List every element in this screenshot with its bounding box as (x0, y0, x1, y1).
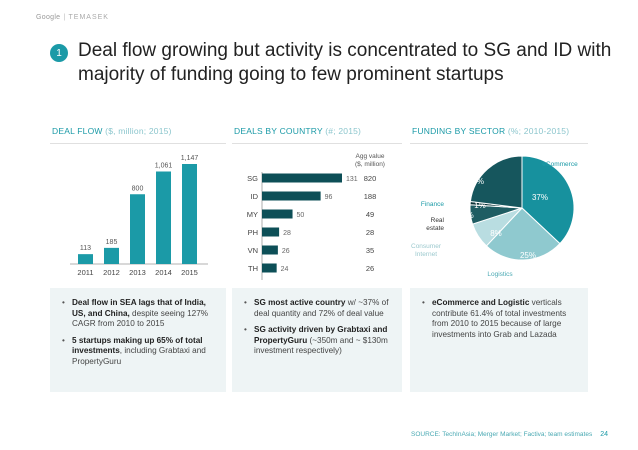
slice-category-label: Internet (415, 251, 437, 258)
slice-value-label: 8% (490, 229, 502, 238)
bar-ID (262, 191, 321, 201)
x-tick-label: 2014 (155, 268, 172, 277)
agg-value: 28 (366, 228, 374, 237)
agg-value: 35 (366, 246, 374, 255)
deal-flow-bullet-2: 5 startups making up 65% of total invest… (62, 336, 216, 368)
deal-count-label: 24 (281, 266, 289, 273)
country-label: VN (248, 246, 258, 255)
country-label: SG (247, 174, 258, 183)
slice-value-label: 1% (474, 201, 486, 210)
bar-VN (262, 245, 278, 255)
funding-sector-notes: eCommerce and Logistic verticals contrib… (410, 288, 588, 392)
bar-value-label: 113 (80, 245, 91, 252)
bar-2015 (182, 164, 197, 264)
agg-value: 188 (364, 192, 377, 201)
footer: SOURCE: TechInAsia; Merger Market; Facti… (411, 431, 608, 438)
pie-slice-other (469, 155, 523, 209)
bar-MY (262, 209, 293, 219)
deals-country-chart: Agg value ($, million) SG 131 820 ID 96 188 MY… (247, 153, 385, 280)
x-tick-label: 2015 (181, 268, 198, 277)
bar-value-label: 800 (132, 185, 144, 192)
slice-value-label: 6% (462, 211, 474, 220)
funding-sector-unit: (%; 2010-2015) (507, 126, 570, 136)
x-tick-label: 2013 (129, 268, 146, 277)
deal-flow-notes: Deal flow in SEA lags that of India, US,… (50, 288, 226, 392)
agg-value: 49 (366, 210, 374, 219)
deal-count-label: 131 (346, 176, 358, 183)
agg-value-label: Agg value (356, 153, 385, 160)
x-tick-label: 2012 (103, 268, 120, 277)
agg-value-unit: ($, million) (355, 161, 385, 168)
deal-flow-bullet-1: Deal flow in SEA lags that of India, US,… (62, 298, 216, 330)
deal-flow-chart-panel: 113 2011 185 2012 800 2013 1,061 2014 1,147 2015 (50, 143, 226, 287)
pie-slice-logistics (485, 207, 561, 261)
deal-count-label: 28 (283, 230, 291, 237)
bar-TH (262, 263, 277, 273)
country-label: ID (251, 192, 259, 201)
funding-sector-chart-panel: 37% 25% 8% 6% 1% 23% eCommerce Logistics Consume… (410, 143, 588, 287)
slice-category-label: eCommerce (542, 161, 578, 168)
bar-2011 (78, 254, 93, 264)
bar-value-label: 185 (106, 239, 118, 246)
deal-count-label: 96 (325, 194, 333, 201)
slice-value-label: 25% (520, 251, 536, 260)
agg-value: 26 (366, 264, 374, 273)
slide-number-badge: 1 (50, 44, 68, 62)
brand-temasek: TEMASEK (68, 14, 109, 21)
funding-sector-bullet-1: eCommerce and Logistic verticals contrib… (422, 298, 578, 340)
brand-google: Google (36, 14, 61, 21)
slice-category-label: Finance (421, 201, 445, 208)
pie-slice-ecommerce (521, 155, 575, 245)
bar-2012 (104, 247, 119, 264)
slice-value-label: 37% (532, 193, 548, 202)
deals-country-unit: (#; 2015) (325, 126, 362, 136)
slice-value-label: 23% (468, 177, 484, 186)
bar-2013 (130, 194, 145, 264)
bar-PH (262, 227, 280, 237)
slice-category-label: Real (431, 217, 445, 224)
deal-flow-unit: ($, million; 2015) (105, 126, 172, 136)
deal-flow-head: DEAL FLOW (52, 126, 103, 136)
deal-count-label: 26 (282, 248, 290, 255)
x-tick-label: 2011 (77, 268, 93, 277)
agg-value: 820 (364, 174, 377, 183)
slice-category-label: Logistics (487, 271, 513, 278)
page-number: 24 (600, 431, 608, 438)
deals-country-chart-panel: Agg value ($, million) SG 131 820 ID 96 188 MY… (232, 143, 402, 287)
deal-flow-chart: 113 2011 185 2012 800 2013 1,061 2014 1,147 2015 (70, 155, 208, 277)
deals-country-header: DEALS BY COUNTRY (#; 2015) (234, 126, 361, 136)
source-note: SOURCE: TechInAsia; Merger Market; Facti… (410, 431, 593, 438)
bar-value-label: 1,061 (155, 162, 173, 169)
brand-logo: Google | TEMASEK (36, 14, 109, 21)
slice-category-label: Consumer (411, 243, 442, 250)
funding-sector-header: FUNDING BY SECTOR (%; 2010-2015) (412, 126, 569, 136)
funding-sector-chart: 37% 25% 8% 6%1% 23% eCommerce Logistics Consume… (411, 155, 578, 278)
deals-country-bullet-1: SG most active country w/ ~37% of deal q… (244, 298, 392, 319)
deals-country-head: DEALS BY COUNTRY (234, 126, 323, 136)
slide-title: Deal flow growing but activity is concen… (78, 40, 612, 85)
slice-category-label: estate (426, 225, 444, 232)
bar-SG (262, 173, 342, 183)
deal-count-label: 50 (297, 212, 305, 219)
deal-flow-header: DEAL FLOW ($, million; 2015) (52, 126, 172, 136)
deals-country-bullet-2: SG activity driven by Grabtaxi and Prope… (244, 325, 392, 357)
deals-country-notes: SG most active country w/ ~37% of deal q… (232, 288, 402, 392)
bar-2014 (156, 171, 171, 264)
bar-value-label: 1,147 (181, 155, 199, 162)
funding-sector-head: FUNDING BY SECTOR (412, 126, 506, 136)
country-label: TH (248, 264, 258, 273)
country-label: MY (247, 210, 258, 219)
country-label: PH (248, 228, 258, 237)
